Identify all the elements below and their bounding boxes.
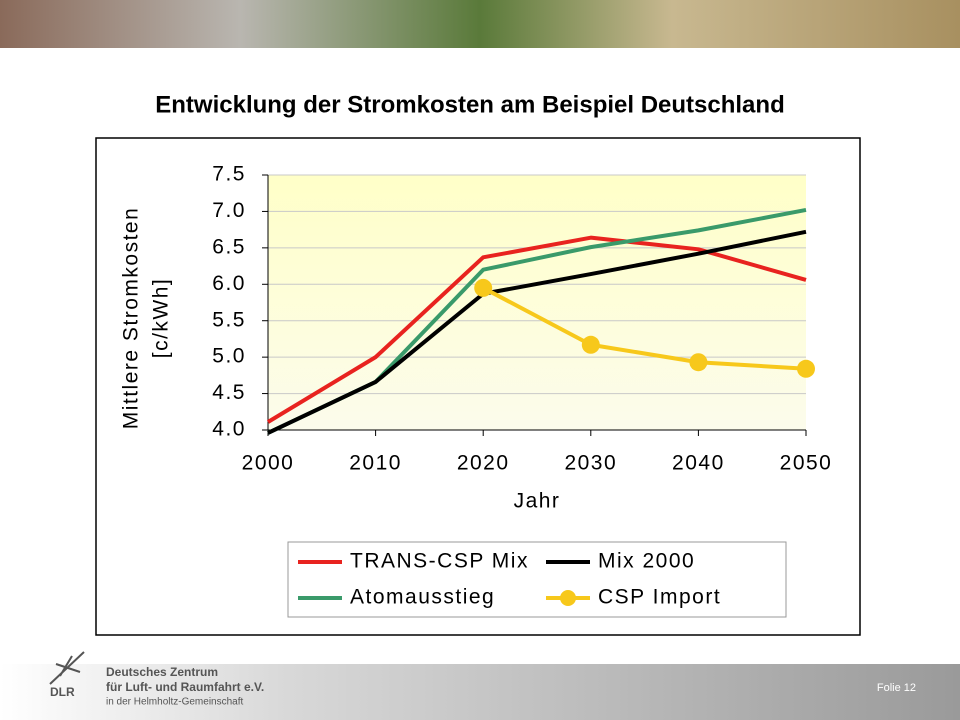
y-tick-label: 5.0 <box>212 345 246 368</box>
legend-label: Mix 2000 <box>598 550 695 573</box>
data-point <box>689 353 708 372</box>
legend-box <box>287 541 787 618</box>
legend-label: TRANS-CSP Mix <box>350 550 529 573</box>
y-tick-label: 6.0 <box>212 272 246 295</box>
x-tick-label: 2020 <box>457 452 510 475</box>
y-tick-label: 6.5 <box>212 235 246 258</box>
data-point <box>797 359 815 378</box>
footer-bar <box>0 664 960 720</box>
y-axis-label: [c/kWh] <box>150 278 173 359</box>
y-tick-label: 7.5 <box>212 163 246 186</box>
x-tick-label: 2010 <box>349 452 402 475</box>
x-tick-label: 2000 <box>242 452 295 475</box>
legend-label: CSP Import <box>598 586 721 609</box>
logo-text: DLR <box>50 685 75 699</box>
y-axis-label: Mittlere Stromkosten <box>120 207 143 430</box>
org-subline: in der Helmholtz-Gemeinschaft <box>106 697 243 708</box>
y-tick-label: 7.0 <box>212 199 246 222</box>
x-tick-label: 2050 <box>780 452 833 475</box>
y-tick-label: 4.0 <box>212 418 246 441</box>
plot-area <box>268 175 806 430</box>
legend-marker <box>560 590 576 606</box>
series-line <box>266 235 807 424</box>
legend-label: Atomausstieg <box>350 586 495 609</box>
y-tick-label: 4.5 <box>212 381 246 404</box>
x-tick-label: 2040 <box>672 452 725 475</box>
slide-number: Folie 12 <box>877 682 916 694</box>
y-tick-label: 5.5 <box>212 308 246 331</box>
data-point <box>474 278 493 297</box>
x-tick-label: 2030 <box>564 452 617 475</box>
header-banner <box>0 0 960 48</box>
org-name: Deutsches Zentrum <box>106 665 218 679</box>
data-point <box>581 335 600 354</box>
series-line <box>482 286 807 371</box>
org-name: für Luft- und Raumfahrt e.V. <box>106 680 264 694</box>
x-axis-label: Jahr <box>514 490 561 513</box>
series-line <box>267 229 807 435</box>
dlr-logo <box>49 651 85 685</box>
chart-title: Entwicklung der Stromkosten am Beispiel … <box>155 91 784 118</box>
